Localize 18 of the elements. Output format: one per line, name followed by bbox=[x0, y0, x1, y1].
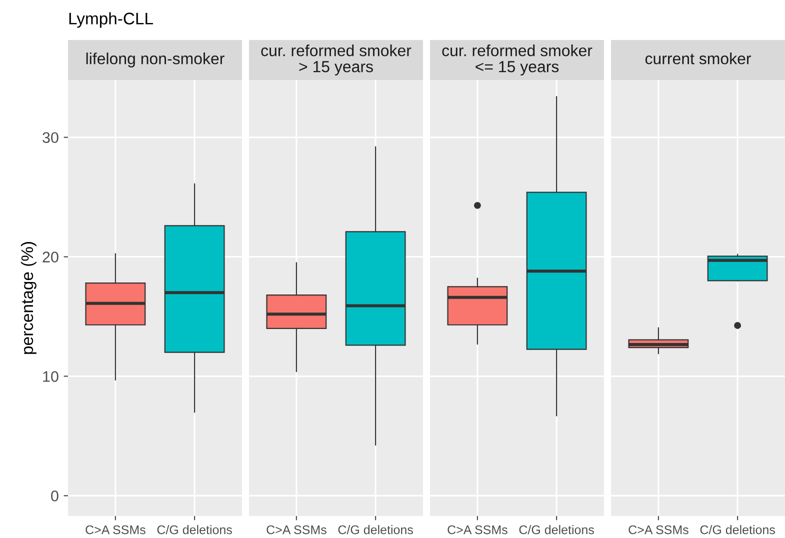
x-tick-label: C/G deletions bbox=[700, 525, 775, 534]
chart-title: lifelong non-smoker bbox=[86, 52, 224, 68]
x-tick-label: C>A SSMs bbox=[86, 525, 146, 534]
chart-title: current smoker bbox=[645, 52, 751, 64]
x-tick-label: C/G deletions bbox=[519, 525, 594, 534]
y-tick-label: 10 bbox=[43, 371, 58, 382]
y-tick-label: 20 bbox=[42, 252, 58, 262]
x-tick-label: C>A SSMs bbox=[448, 525, 508, 534]
text: Lymph-CLL bbox=[69, 12, 153, 28]
y-tick-label: 0 bbox=[51, 490, 58, 502]
chart-title: cur. reformed smoker > 15 years bbox=[261, 44, 412, 76]
x-tick-label: C/G deletions bbox=[157, 525, 232, 534]
y-axis-title: percentage (%) bbox=[20, 242, 36, 354]
chart-title: cur. reformed smoker <= 15 years bbox=[442, 44, 592, 76]
x-tick-label: C>A SSMs bbox=[628, 525, 688, 534]
x-tick-label: C>A SSMs bbox=[266, 525, 326, 534]
y-tick-label: 30 bbox=[42, 132, 58, 144]
x-tick-label: C/G deletions bbox=[338, 525, 413, 534]
